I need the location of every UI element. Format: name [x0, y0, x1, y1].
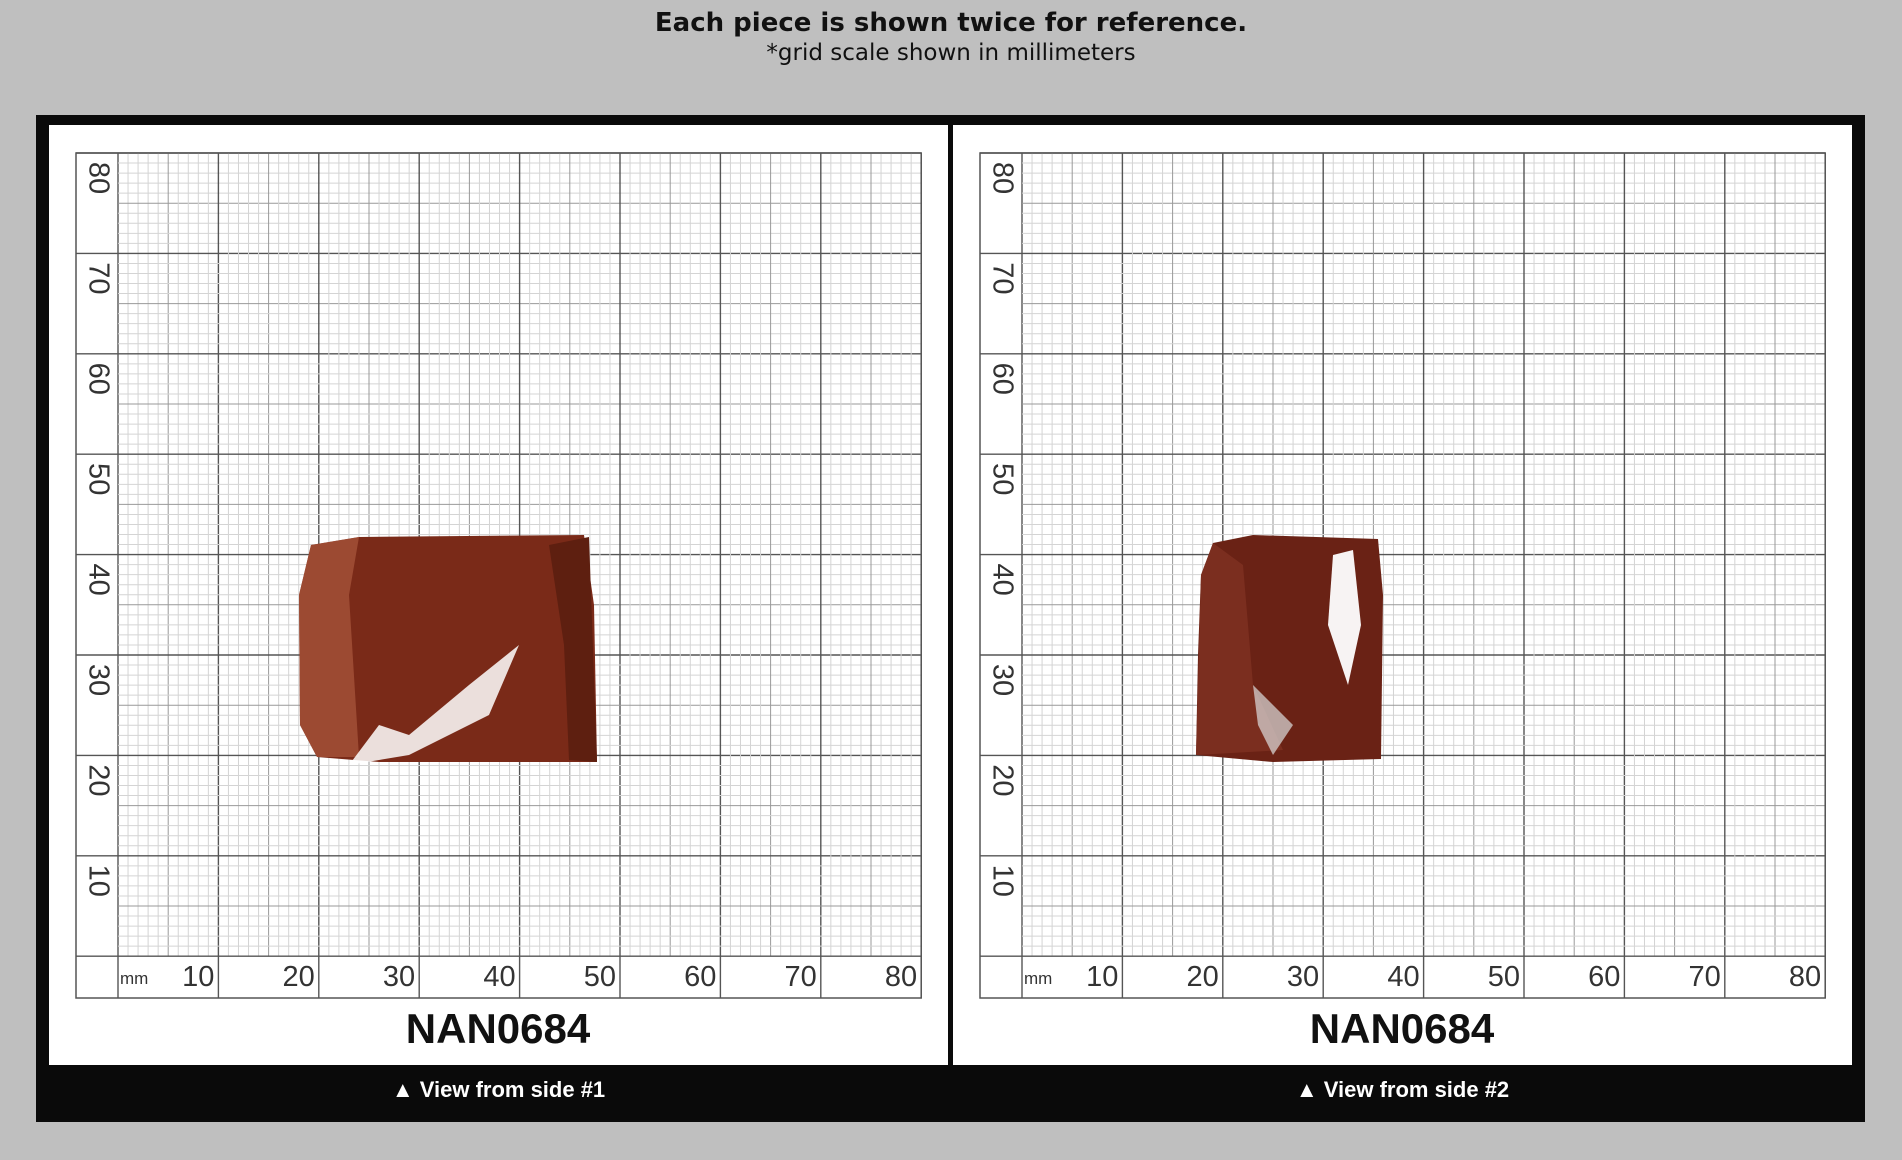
- unit-label: mm: [1024, 969, 1052, 988]
- x-scale-label: 60: [1588, 961, 1620, 993]
- y-scale-label: 10: [986, 865, 1018, 897]
- x-scale-label: 10: [1086, 961, 1118, 993]
- y-scale-label: 10: [82, 865, 114, 897]
- grid-photo: mm 10 20 30 40 50 60 70 80 80 70 60 50 40 30 20 10 NAN068…: [75, 152, 922, 1052]
- y-scale-label: 60: [82, 363, 114, 395]
- y-scale-label: 70: [82, 262, 114, 294]
- y-scale-label: 30: [986, 664, 1018, 696]
- x-scale-label: 70: [785, 961, 817, 993]
- caption: ▲ View from side #1: [391, 1077, 606, 1102]
- x-scale-label: 30: [383, 961, 415, 993]
- y-scale-label: 80: [986, 162, 1018, 194]
- y-scale-label: 70: [986, 262, 1018, 294]
- y-scale-label: 40: [82, 563, 114, 595]
- grid-photo: mm 10 20 30 40 50 60 70 80 80 70 60 50 40 30 20 10 NAN068…: [979, 152, 1826, 1052]
- x-scale-label: 10: [182, 961, 214, 993]
- sample-id: NAN0684: [1310, 1005, 1495, 1052]
- x-scale-label: 20: [1187, 961, 1219, 993]
- caption: ▲ View from side #2: [1295, 1077, 1510, 1102]
- y-scale-label: 50: [82, 463, 114, 495]
- frame: mm 10 20 30 40 50 60 70 80 80 70 60 50 40 30 20 10 NAN068…: [36, 115, 1865, 1122]
- y-scale-label: 50: [986, 463, 1018, 495]
- y-scale-label: 80: [82, 162, 114, 194]
- subtitle: *grid scale shown in millimeters: [766, 40, 1136, 66]
- stone: [299, 535, 597, 765]
- x-scale-label: 50: [1488, 961, 1520, 993]
- stone: [1196, 535, 1383, 762]
- y-scale-label: 20: [986, 764, 1018, 796]
- x-scale-label: 50: [584, 961, 616, 993]
- panel: mm 10 20 30 40 50 60 70 80 80 70 60 50 40 30 20 10 NAN068…: [49, 125, 948, 1065]
- panel: mm 10 20 30 40 50 60 70 80 80 70 60 50 40 30 20 10 NAN068…: [953, 125, 1852, 1065]
- grid-border: [75, 152, 922, 999]
- x-scale-label: 40: [483, 961, 515, 993]
- y-scale-label: 30: [82, 664, 114, 696]
- x-scale-label: 30: [1287, 961, 1319, 993]
- unit-label: mm: [120, 969, 148, 988]
- x-scale-label: 80: [885, 961, 917, 993]
- x-scale-label: 40: [1387, 961, 1419, 993]
- x-scale-label: 20: [283, 961, 315, 993]
- y-scale-label: 40: [986, 563, 1018, 595]
- x-scale-label: 60: [684, 961, 716, 993]
- y-scale-label: 60: [986, 363, 1018, 395]
- sample-id: NAN0684: [406, 1005, 591, 1052]
- x-scale-label: 80: [1789, 961, 1821, 993]
- title: Each piece is shown twice for reference.: [654, 8, 1248, 38]
- y-scale-label: 20: [82, 764, 114, 796]
- x-scale-label: 70: [1689, 961, 1721, 993]
- grid-border: [979, 152, 1826, 999]
